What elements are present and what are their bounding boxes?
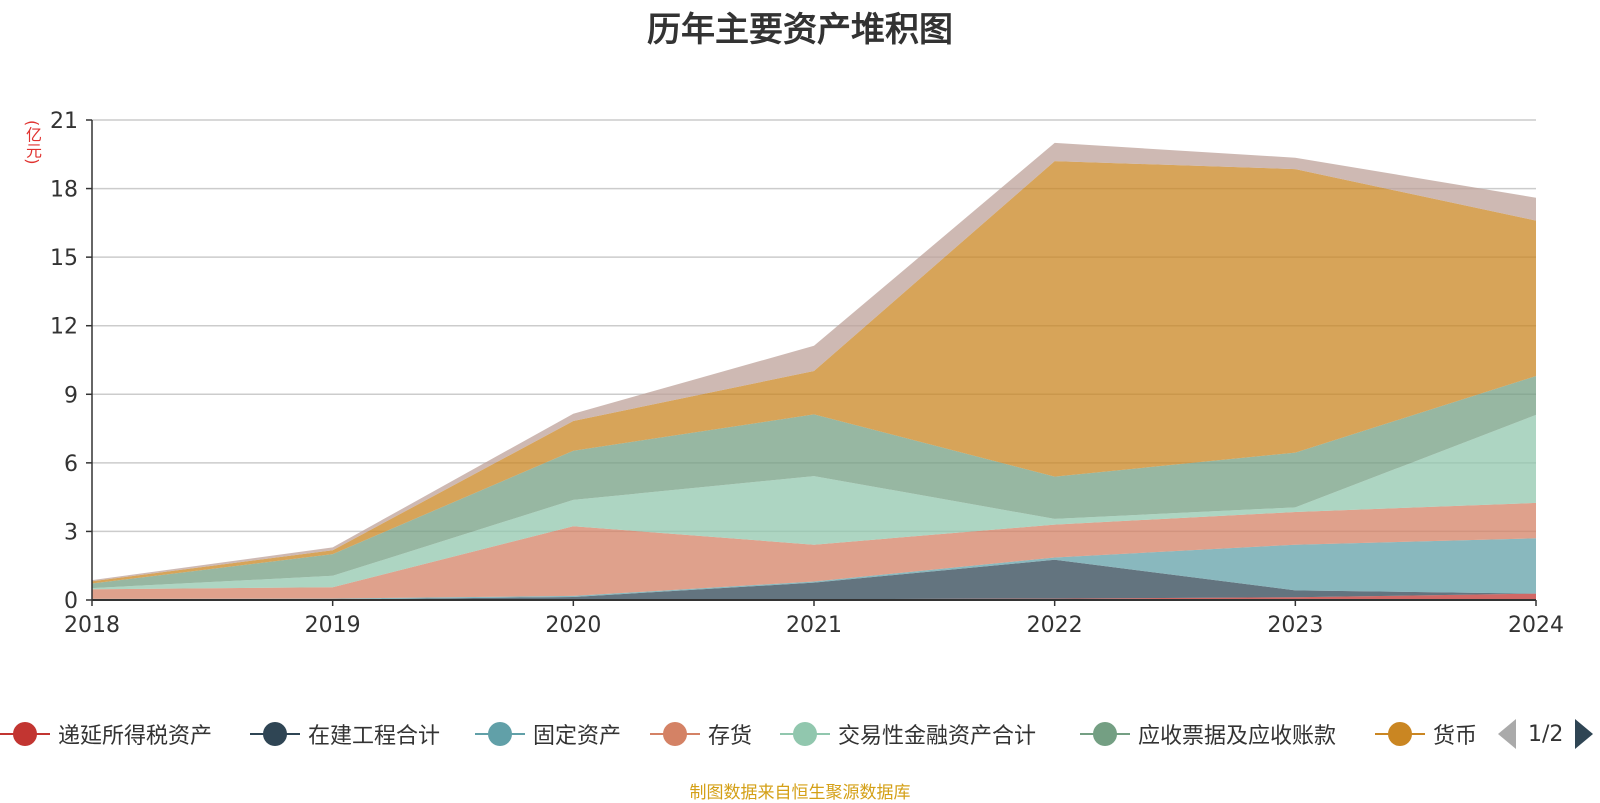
legend-label: 应收票据及应收账款 bbox=[1138, 724, 1337, 749]
x-tick-label: 2019 bbox=[305, 613, 361, 638]
legend-label: 交易性金融资产合计 bbox=[838, 724, 1037, 749]
legend-item[interactable]: 递延所得税资产 bbox=[0, 716, 212, 752]
legend-item[interactable]: 存货 bbox=[650, 716, 752, 752]
area-series-2[interactable] bbox=[92, 538, 1536, 600]
legend-prev-page-icon[interactable] bbox=[1498, 719, 1516, 749]
legend-page-indicator: 1/2 bbox=[1528, 721, 1564, 747]
legend-marker-icon bbox=[1375, 722, 1425, 746]
legend-next-page-icon[interactable] bbox=[1575, 719, 1594, 749]
stacked-area-chart: 0 3 6 9 12 15 18 21 2018 2019 2020 2021 2022 2023 2024 bbox=[50, 109, 1564, 638]
x-tick-label: 2022 bbox=[1027, 613, 1083, 638]
data-source-note: 制图数据来自恒生聚源数据库 bbox=[689, 783, 911, 803]
axes: 0 3 6 9 12 15 18 21 2018 2019 2020 2021 2022 2023 2024 bbox=[50, 109, 1564, 638]
y-tick-label: 0 bbox=[64, 589, 78, 614]
legend-marker-icon bbox=[780, 722, 830, 746]
x-tick-label: 2018 bbox=[64, 613, 120, 638]
legend: 递延所得税资产 在建工程合计 固定资产 存货 交易性金融资产合计 应收票据及应收账款 货币 bbox=[0, 716, 1600, 752]
area-series-5[interactable] bbox=[92, 376, 1536, 589]
legend-pager: 1/2 bbox=[1498, 716, 1594, 752]
legend-item[interactable]: 货币 bbox=[1375, 716, 1477, 752]
legend-marker-icon bbox=[650, 722, 700, 746]
legend-label: 货币 bbox=[1433, 724, 1478, 749]
area-series-4[interactable] bbox=[92, 414, 1536, 590]
legend-label: 在建工程合计 bbox=[308, 724, 441, 749]
area-series-7[interactable] bbox=[92, 142, 1536, 582]
area-series-3[interactable] bbox=[92, 502, 1536, 599]
area-series-6[interactable] bbox=[92, 161, 1536, 584]
y-tick-label: 21 bbox=[50, 109, 78, 134]
area-series-1[interactable] bbox=[92, 559, 1536, 600]
area-series bbox=[92, 142, 1536, 600]
legend-item[interactable]: 交易性金融资产合计 bbox=[780, 716, 1036, 752]
legend-item[interactable]: 应收票据及应收账款 bbox=[1080, 716, 1336, 752]
x-tick-label: 2021 bbox=[786, 613, 842, 638]
legend-marker-icon bbox=[1080, 722, 1130, 746]
x-tick-label: 2024 bbox=[1508, 613, 1564, 638]
x-tick-label: 2020 bbox=[545, 613, 601, 638]
legend-label: 递延所得税资产 bbox=[58, 724, 213, 749]
y-tick-label: 12 bbox=[50, 315, 78, 340]
y-tick-label: 18 bbox=[50, 178, 78, 203]
legend-label: 固定资产 bbox=[533, 724, 622, 749]
legend-marker-icon bbox=[475, 722, 525, 746]
chart-title: 历年主要资产堆积图 bbox=[647, 10, 953, 50]
legend-label: 存货 bbox=[708, 724, 753, 749]
y-tick-label: 3 bbox=[64, 520, 78, 545]
legend-marker-icon bbox=[250, 722, 300, 746]
x-tick-label: 2023 bbox=[1267, 613, 1323, 638]
area-series-0[interactable] bbox=[92, 593, 1536, 600]
y-tick-label: 9 bbox=[64, 383, 78, 408]
legend-marker-icon bbox=[0, 722, 50, 746]
legend-item[interactable]: 固定资产 bbox=[475, 716, 621, 752]
y-tick-label: 15 bbox=[50, 246, 78, 271]
legend-item[interactable]: 在建工程合计 bbox=[250, 716, 440, 752]
y-axis-unit-label: (亿元) bbox=[23, 120, 42, 165]
y-tick-label: 6 bbox=[64, 452, 78, 477]
